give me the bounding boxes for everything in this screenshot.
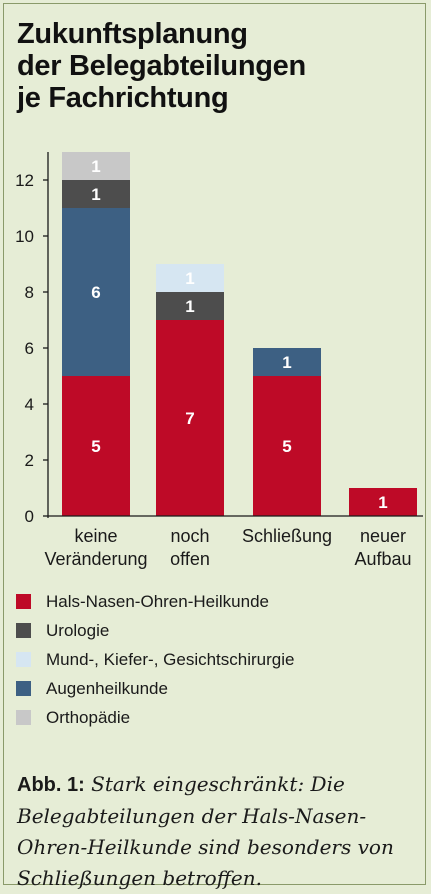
legend-item: Augenheilkunde xyxy=(16,674,294,703)
bar-segment xyxy=(349,488,417,516)
y-tick-label: 8 xyxy=(25,283,34,302)
legend-swatch xyxy=(16,594,31,609)
x-category-label: keine Veränderung xyxy=(44,526,147,569)
chart-title: Zukunftsplanung der Belegabteilungen je … xyxy=(17,18,306,114)
bar-data-label: 1 xyxy=(185,269,194,288)
bar-data-label: 1 xyxy=(282,353,291,372)
bar-segment xyxy=(62,376,130,516)
legend-swatch xyxy=(16,710,31,725)
y-tick-label: 12 xyxy=(15,171,34,190)
caption-text: Stark eingeschränkt: Die Belegabteilunge… xyxy=(17,772,394,890)
legend-item: Mund-, Kiefer-, Gesichtschirurgie xyxy=(16,645,294,674)
bar-data-label: 5 xyxy=(282,437,291,456)
legend-label: Augenheilkunde xyxy=(46,678,168,698)
caption-lead: Abb. 1: xyxy=(17,774,85,796)
bar-stack: 1 xyxy=(349,488,417,516)
y-tick-label: 0 xyxy=(25,507,34,526)
bar-data-label: 1 xyxy=(91,185,100,204)
chart-legend: Hals-Nasen-Ohren-Heilkunde Urologie Mund-,… xyxy=(16,587,294,732)
bar-stack: 7 1 1 xyxy=(156,264,224,516)
legend-label: Mund-, Kiefer-, Gesichtschirurgie xyxy=(46,649,295,669)
bar-data-label: 7 xyxy=(185,409,194,428)
legend-label: Hals-Nasen-Ohren-Heilkunde xyxy=(46,591,269,611)
figure-caption: Abb. 1: Stark eingeschränkt: Die Belegab… xyxy=(17,769,417,894)
bar-segment xyxy=(156,264,224,292)
y-tick-label: 2 xyxy=(25,451,34,470)
bar-segment xyxy=(253,376,321,516)
x-category-label: noch offen xyxy=(170,526,210,569)
y-axis: 0 2 4 6 8 10 12 xyxy=(15,152,49,526)
bar-stack: 5 6 1 1 xyxy=(62,152,130,516)
bar-data-label: 5 xyxy=(91,437,100,456)
legend-swatch xyxy=(16,681,31,696)
bar-stack: 51 xyxy=(253,348,321,516)
bar-segment xyxy=(156,320,224,516)
x-category-label: Schließung xyxy=(242,526,332,546)
legend-swatch xyxy=(16,652,31,667)
x-category-label: neuer Aufbau xyxy=(354,526,411,569)
y-tick-label: 10 xyxy=(15,227,34,246)
y-tick-label: 6 xyxy=(25,339,34,358)
bar-data-label: 1 xyxy=(91,157,100,176)
legend-label: Orthopädie xyxy=(46,707,131,727)
y-tick-label: 4 xyxy=(25,395,34,414)
legend-swatch xyxy=(16,623,31,638)
legend-label: Urologie xyxy=(46,620,110,640)
legend-item: Orthopädie xyxy=(16,703,294,732)
bar-segment xyxy=(253,348,321,376)
bar-segment xyxy=(62,152,130,180)
x-axis: keine Veränderung noch offen Schließung neuer… xyxy=(44,515,423,569)
legend-item: Hals-Nasen-Ohren-Heilkunde xyxy=(16,587,294,616)
figure-frame: Zukunftsplanung der Belegabteilungen je … xyxy=(3,3,426,890)
bar-data-label: 6 xyxy=(91,283,100,302)
bar-segment xyxy=(62,208,130,376)
bar-segment xyxy=(62,180,130,208)
bar-segment xyxy=(156,292,224,320)
bar-data-label: 1 xyxy=(378,493,387,512)
bar-data-label: 1 xyxy=(185,297,194,316)
legend-item: Urologie xyxy=(16,616,294,645)
